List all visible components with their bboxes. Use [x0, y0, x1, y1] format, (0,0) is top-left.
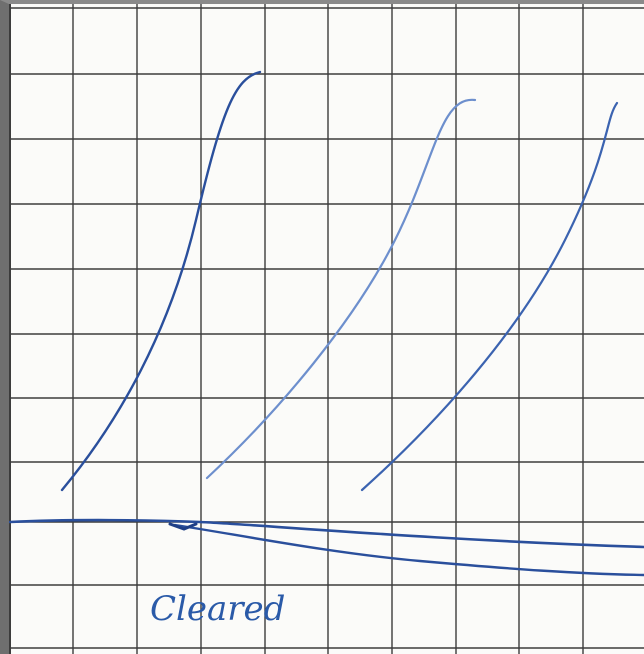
handwritten-label: Cleared [150, 589, 285, 629]
baseline-dip [168, 522, 198, 531]
rising-curve-2 [205, 98, 477, 480]
baseline-upper [8, 518, 644, 549]
rising-curve-3 [360, 101, 619, 492]
rising-curve-1 [60, 70, 262, 492]
baseline-lower [173, 523, 644, 577]
